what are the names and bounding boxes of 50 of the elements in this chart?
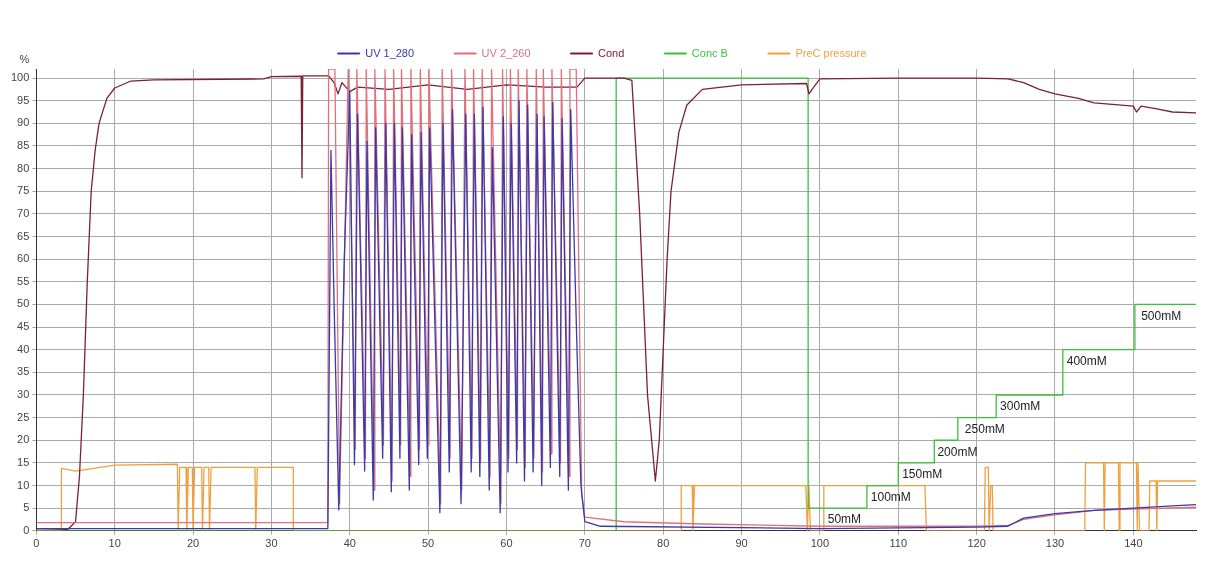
y-tick-label: 75 [17,184,30,197]
annotation: 150mM [902,467,943,482]
annotation: 50mM [827,512,862,527]
y-tick-label: 15 [17,455,30,468]
y-tick-label: 95 [17,93,30,106]
y-tick-label: 0 [23,523,30,536]
x-tick-label: 10 [108,537,121,550]
x-tick-label: 110 [889,537,908,550]
x-tick-label: 40 [343,537,356,550]
y-tick-label: 100 [10,71,30,84]
x-tick-label: 60 [500,537,513,550]
x-tick-label: 20 [186,537,200,550]
annotation: 400mM [1066,354,1107,369]
y-tick-label: 45 [17,320,30,333]
x-tick-label: 30 [265,537,278,550]
x-tick-label: 120 [967,537,986,550]
y-tick-label: 25 [17,410,30,423]
legend-label: PreC pressure [795,46,867,59]
x-tick-label: 130 [1045,537,1065,550]
y-tick-label: 30 [17,388,30,401]
y-tick-label: 35 [17,365,30,378]
y-tick-label: 55 [17,274,30,287]
y-tick-label: 50 [17,297,30,310]
annotation: 300mM [1000,399,1041,414]
annotation: 200mM [937,444,978,459]
y-tick-label: 80 [17,161,30,174]
y-axis-title: % [19,52,30,65]
y-tick-label: 90 [17,116,30,129]
annotation: 100mM [870,489,911,504]
legend-label: Conc B [691,46,728,59]
y-tick-label: 40 [17,342,30,355]
y-tick-label: 20 [17,433,30,446]
y-tick-label: 70 [17,206,30,219]
x-tick-label: 140 [1124,537,1143,550]
legend-label: UV 2_260 [481,46,531,59]
y-tick-label: 65 [17,229,30,242]
x-tick-label: 70 [578,537,591,550]
y-tick-label: 60 [17,252,30,265]
y-tick-label: 5 [23,501,30,514]
y-tick-label: 85 [17,139,30,151]
x-tick-label: 0 [33,537,40,550]
x-tick-label: 50 [422,537,435,550]
y-tick-label: 10 [17,478,30,491]
x-tick-label: 90 [735,537,748,550]
legend-label: Cond [598,46,625,59]
legend-label: UV 1_280 [365,46,415,59]
annotation: 500mM [1141,308,1182,323]
x-tick-label: 100 [810,537,830,550]
x-tick-label: 80 [657,537,670,550]
annotation: 250mM [964,421,1005,436]
